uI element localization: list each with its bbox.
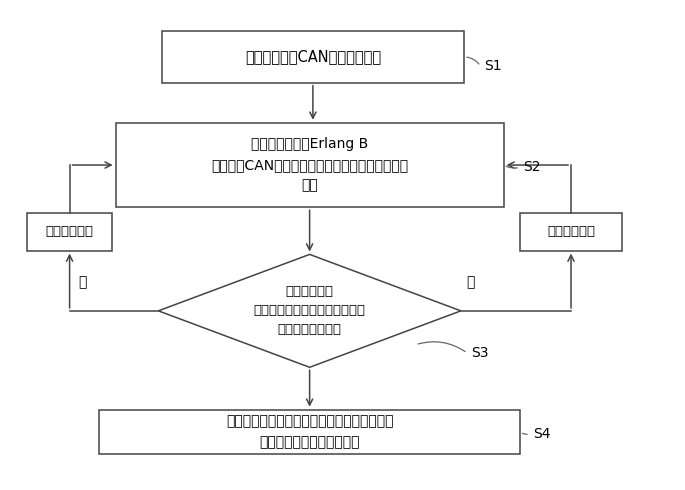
Text: 各优先级的帧
的撞帧率是否超出该优先级的帧
允许的撞帧率上限: 各优先级的帧 的撞帧率是否超出该优先级的帧 允许的撞帧率上限 bbox=[253, 285, 366, 336]
Text: S1: S1 bbox=[484, 59, 501, 73]
FancyBboxPatch shape bbox=[162, 31, 464, 83]
Text: 调高通信速率: 调高通信速率 bbox=[46, 225, 94, 238]
Text: S2: S2 bbox=[523, 160, 541, 174]
FancyBboxPatch shape bbox=[99, 410, 520, 454]
FancyBboxPatch shape bbox=[116, 122, 503, 207]
Text: 基于排队论中的Erlang B
公式计算CAN总线上计划运行的各优先级的帧的撞
帧率: 基于排队论中的Erlang B 公式计算CAN总线上计划运行的各优先级的帧的撞 … bbox=[211, 137, 408, 193]
Text: 是: 是 bbox=[79, 276, 87, 290]
FancyBboxPatch shape bbox=[520, 213, 622, 251]
Polygon shape bbox=[158, 254, 461, 368]
Text: S4: S4 bbox=[533, 427, 551, 441]
Text: S3: S3 bbox=[471, 346, 488, 360]
FancyBboxPatch shape bbox=[27, 213, 112, 251]
Text: 否: 否 bbox=[466, 276, 475, 290]
Text: 将不超出各优先级的帧允许的撞帧率上限所对
应的最小通信速率进行输出: 将不超出各优先级的帧允许的撞帧率上限所对 应的最小通信速率进行输出 bbox=[226, 415, 393, 449]
Text: 降低通信速率: 降低通信速率 bbox=[547, 225, 595, 238]
Text: 设置一初始的CAN总线通信速率: 设置一初始的CAN总线通信速率 bbox=[245, 49, 381, 64]
